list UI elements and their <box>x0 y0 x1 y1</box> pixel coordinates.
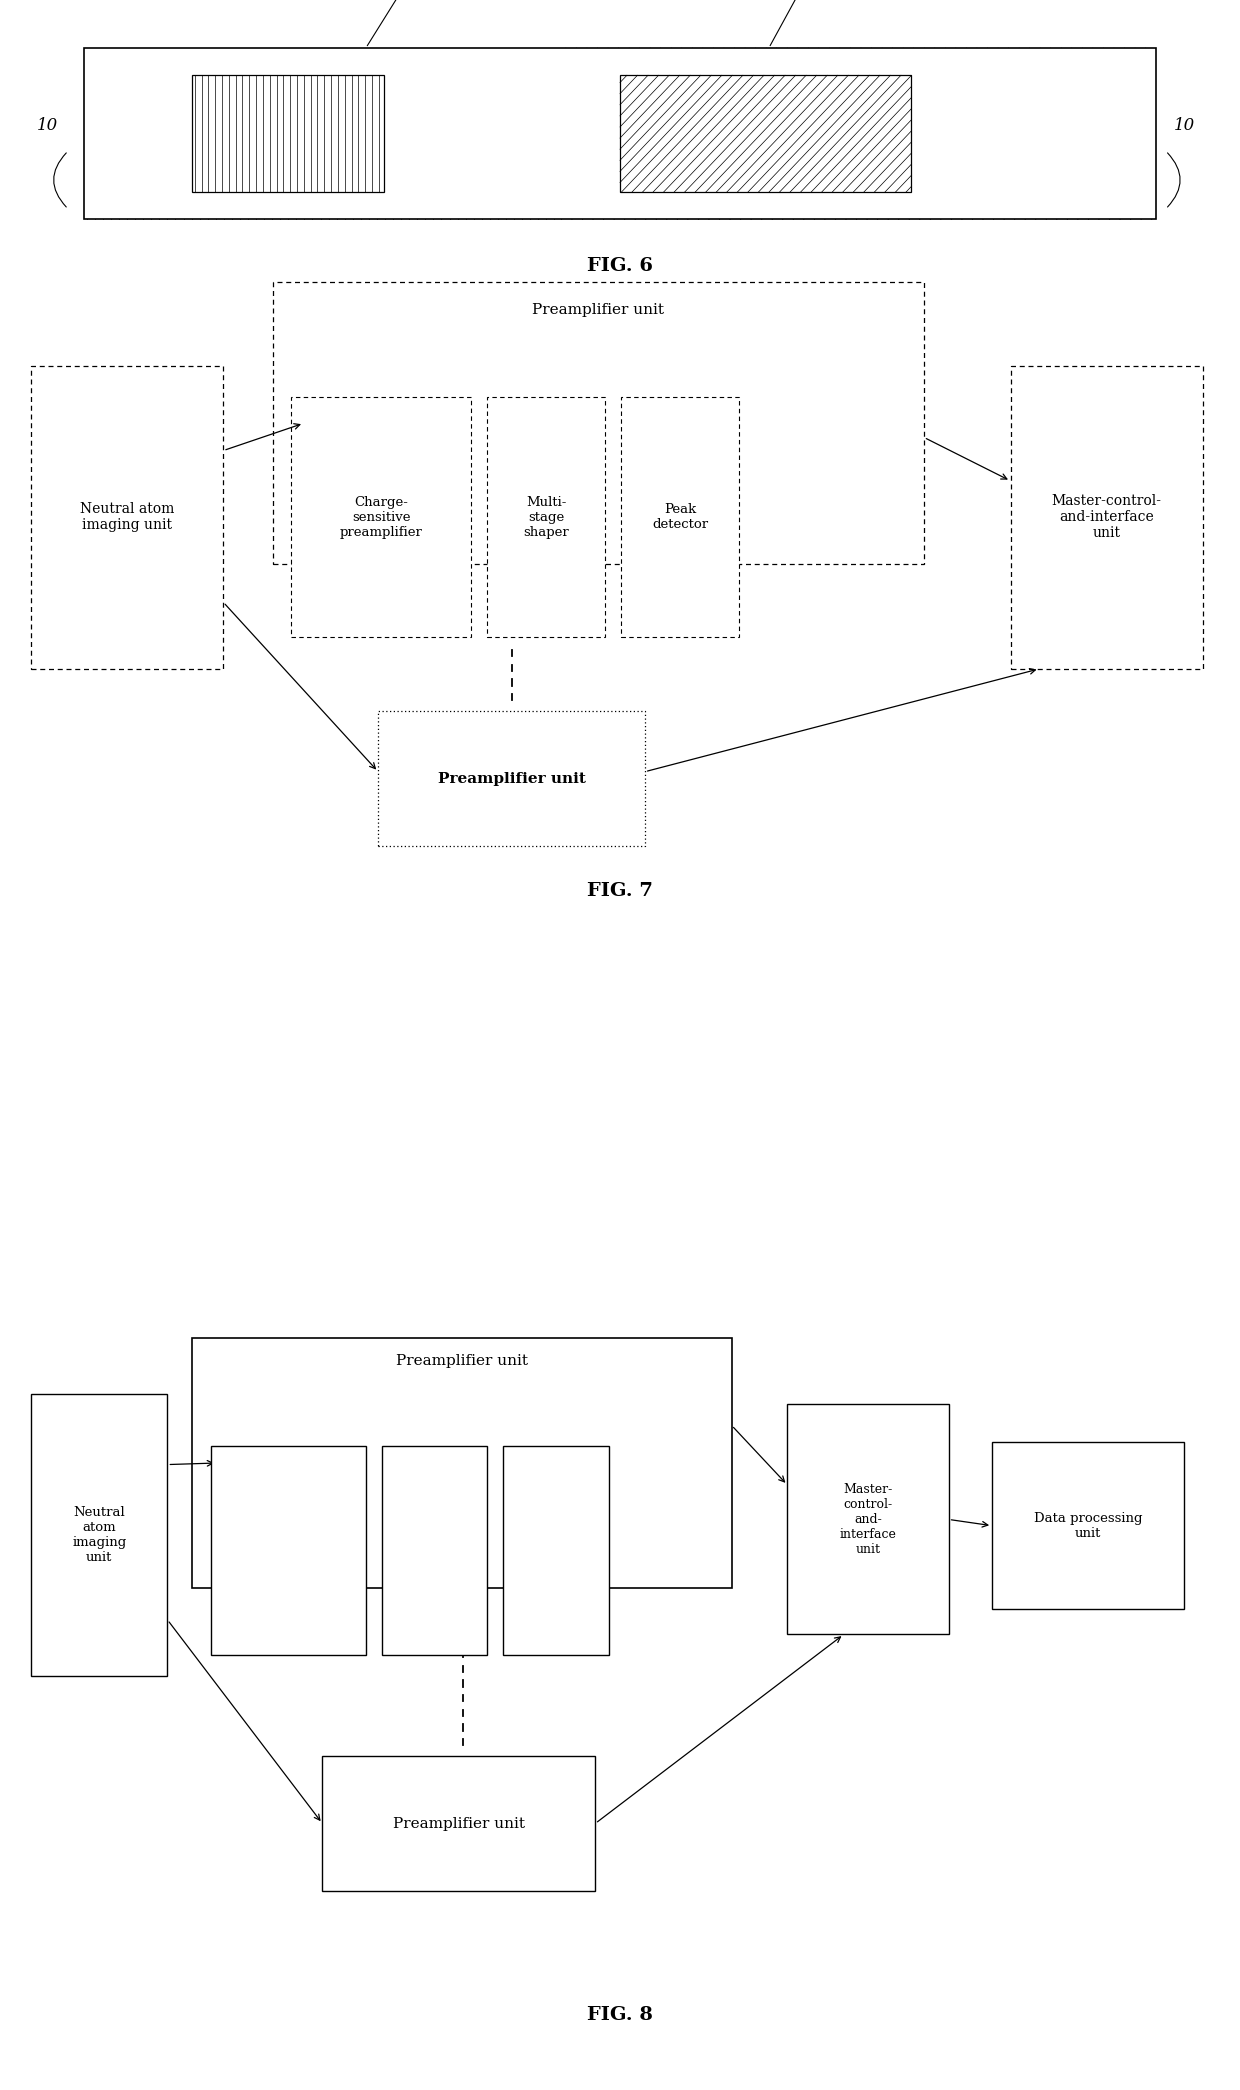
Bar <box>31 1394 167 1676</box>
Text: Preamplifier unit: Preamplifier unit <box>396 1354 528 1369</box>
Bar <box>31 366 223 669</box>
Bar <box>378 711 645 846</box>
Bar <box>192 75 384 192</box>
Text: Preamplifier unit: Preamplifier unit <box>532 303 665 318</box>
Text: 10: 10 <box>1173 117 1195 134</box>
Bar <box>1011 366 1203 669</box>
Bar <box>621 397 739 637</box>
Bar <box>273 282 924 564</box>
Text: Master-control-
and-interface
unit: Master-control- and-interface unit <box>1052 493 1162 541</box>
Text: Neutral atom
imaging unit: Neutral atom imaging unit <box>79 502 175 533</box>
Bar <box>84 48 1156 219</box>
Text: Multi-
stage
shaper: Multi- stage shaper <box>523 495 569 539</box>
Text: Peak
detector: Peak detector <box>652 504 708 531</box>
Bar <box>992 1442 1184 1609</box>
Text: Multi-
stage
shaper: Multi- stage shaper <box>412 1530 458 1572</box>
Text: Preamplifier unit: Preamplifier unit <box>393 1816 525 1831</box>
Bar <box>503 1446 609 1655</box>
Bar <box>620 75 911 192</box>
Bar <box>291 397 471 637</box>
Bar <box>382 1446 487 1655</box>
Text: FIG. 8: FIG. 8 <box>587 2006 653 2025</box>
Text: 10: 10 <box>36 117 58 134</box>
Text: Charge-
sensitive
preamplifier: Charge- sensitive preamplifier <box>247 1530 330 1572</box>
Bar <box>787 1404 949 1634</box>
Text: Neutral
atom
imaging
unit: Neutral atom imaging unit <box>72 1507 126 1563</box>
Bar <box>322 1756 595 1891</box>
Text: FIG. 6: FIG. 6 <box>587 257 653 276</box>
Text: Master-
control-
and-
interface
unit: Master- control- and- interface unit <box>839 1484 897 1555</box>
Text: Peak
detector: Peak detector <box>528 1536 584 1565</box>
Bar <box>487 397 605 637</box>
Text: Data processing
unit: Data processing unit <box>1034 1511 1142 1540</box>
Text: Preamplifier unit: Preamplifier unit <box>438 771 585 786</box>
Bar <box>211 1446 366 1655</box>
Text: FIG. 7: FIG. 7 <box>587 882 653 901</box>
Text: Charge-
sensitive
preamplifier: Charge- sensitive preamplifier <box>340 495 423 539</box>
Bar <box>192 1338 732 1588</box>
